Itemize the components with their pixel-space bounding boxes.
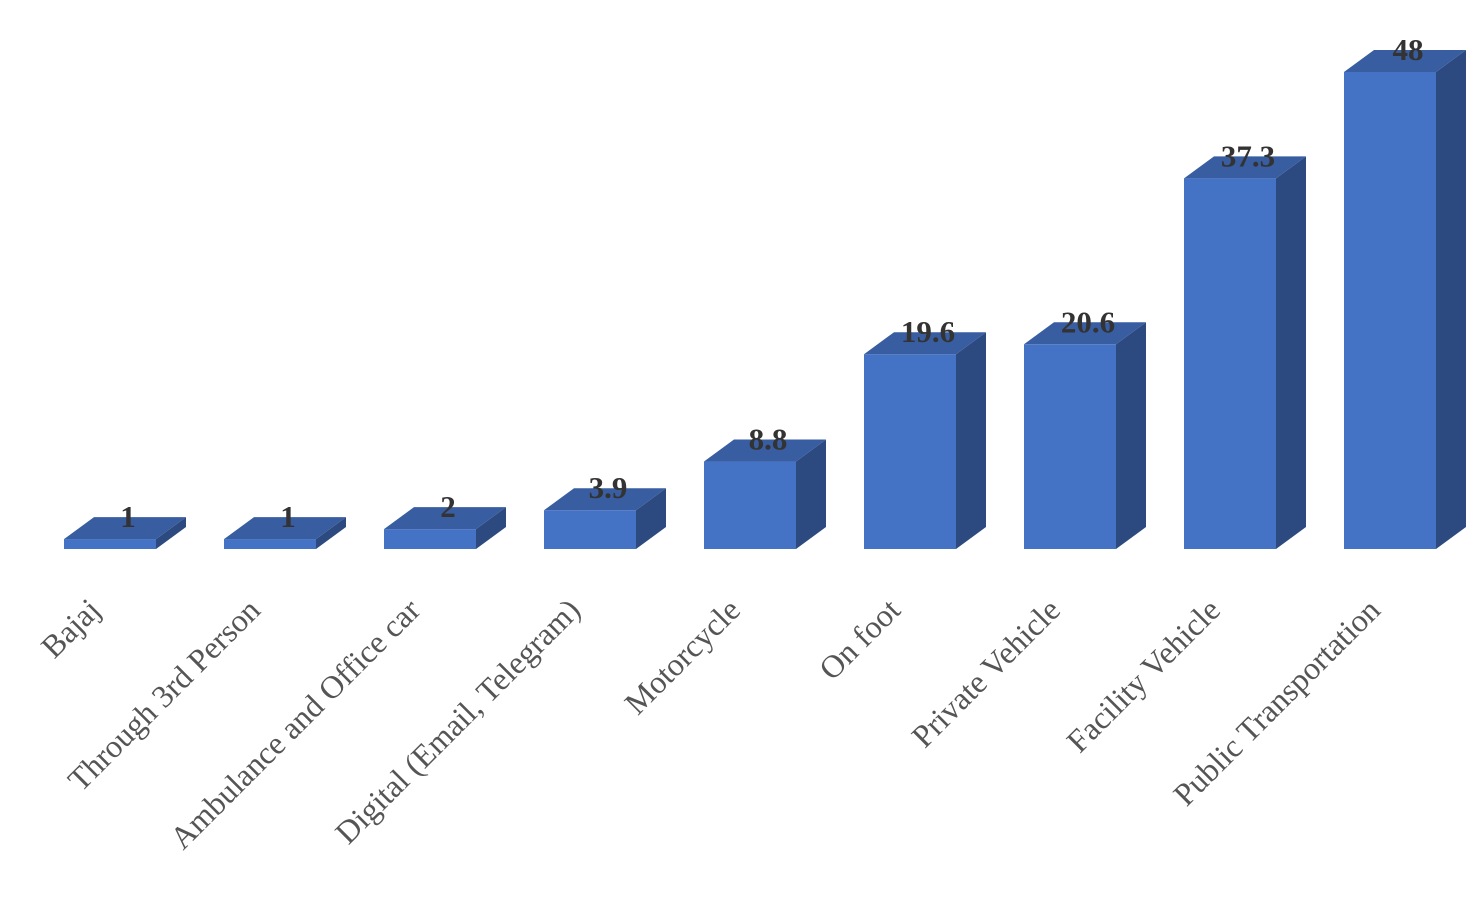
bar-top [1024, 322, 1146, 345]
x-tick-label: Private Vehicle [904, 591, 1067, 754]
bar [224, 517, 346, 549]
bar-top [1344, 50, 1466, 72]
bar-top [544, 488, 666, 511]
bar-side [1276, 156, 1306, 550]
bar [1344, 50, 1466, 549]
bar-side [1436, 50, 1466, 549]
bar [1024, 322, 1146, 549]
bar-top [224, 517, 346, 540]
data-label: 8.8 [749, 422, 788, 457]
bar-side [1116, 322, 1146, 549]
bar-side [316, 517, 346, 549]
bar-front [1344, 72, 1436, 549]
bar [544, 488, 666, 549]
data-label: 37.3 [1221, 138, 1275, 173]
bar-side [796, 439, 826, 549]
bar [64, 517, 186, 549]
bar-front [1184, 178, 1276, 550]
x-tick-label: On foot [812, 591, 907, 686]
bar-side [156, 517, 186, 549]
bar-top [864, 332, 986, 355]
x-tick-label: Bajaj [34, 591, 107, 664]
data-label: 1 [280, 499, 296, 534]
data-label: 1 [120, 499, 136, 534]
bar-front [544, 510, 636, 549]
bar-top [384, 507, 506, 530]
bar-front [64, 539, 156, 549]
data-label: 48 [1393, 32, 1424, 67]
data-label: 20.6 [1061, 304, 1115, 339]
x-tick-label: Motorcycle [617, 591, 747, 721]
bar-front [704, 461, 796, 549]
bar-front [864, 354, 956, 549]
bar-side [476, 507, 506, 549]
data-label: 3.9 [589, 470, 628, 505]
bar-front [384, 529, 476, 549]
bar-side [636, 488, 666, 549]
bar [704, 439, 826, 549]
bar-front [224, 539, 316, 549]
data-label: 2 [440, 489, 456, 524]
bar-side [956, 332, 986, 549]
data-label: 19.6 [901, 314, 955, 349]
bar-front [1024, 344, 1116, 549]
bar [384, 507, 506, 549]
bar-top [1184, 156, 1306, 179]
bar-top [704, 439, 826, 462]
bar [1184, 156, 1306, 550]
bar-top [64, 517, 186, 540]
bar [864, 332, 986, 549]
x-tick-label: Facility Vehicle [1059, 591, 1227, 759]
